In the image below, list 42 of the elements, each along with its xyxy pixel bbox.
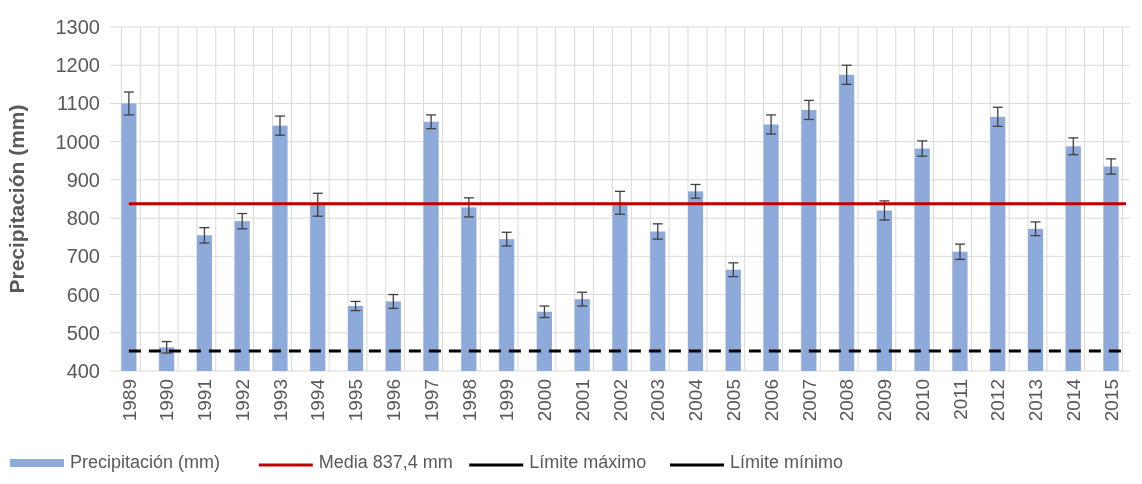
x-tick-label: 2014: [1062, 378, 1084, 422]
x-tick-label: 1993: [269, 379, 291, 422]
x-tick-label: 2000: [534, 379, 556, 422]
legend-entry: Límite máximo: [469, 452, 647, 472]
y-axis-title: Precipitación (mm): [5, 104, 28, 294]
y-tick-label: 1100: [56, 92, 100, 115]
x-tick-label: 2005: [722, 379, 744, 422]
y-tick-label: 600: [66, 283, 100, 306]
legend-label: Media 837,4 mm: [318, 452, 453, 472]
legend-label: Límite mínimo: [730, 452, 844, 472]
x-tick-label: 1994: [307, 378, 329, 422]
x-tick-label: 1996: [382, 379, 404, 422]
y-tick-label: 1200: [55, 54, 100, 77]
x-tick-label: 2006: [760, 379, 782, 422]
x-tick-label: 2011: [949, 379, 971, 420]
x-tick-label: 1992: [231, 379, 253, 422]
x-tick-label: 2013: [1025, 379, 1047, 422]
x-tick-label: 2001: [571, 379, 593, 422]
y-tick-label: 500: [66, 321, 100, 344]
x-tick-label: 1997: [420, 379, 442, 422]
x-tick-label: 1991: [194, 379, 216, 422]
y-tick-label: 1300: [55, 16, 100, 38]
x-tick-label: 2007: [798, 379, 820, 422]
x-tick-label: 1999: [496, 379, 518, 422]
x-tick-label: 1995: [345, 379, 367, 422]
x-tick-label: 1998: [458, 379, 480, 422]
x-tick-label: 2010: [911, 379, 933, 422]
x-tick-label: 2002: [609, 379, 631, 422]
x-tick-label: 2012: [987, 379, 1009, 422]
y-tick-label: 1000: [55, 130, 100, 153]
x-tick-label: 2009: [874, 379, 896, 422]
y-tick-label: 900: [66, 168, 100, 191]
x-tick-label: 2015: [1100, 379, 1122, 422]
y-tick-label: 700: [66, 245, 100, 268]
y-tick-label: 800: [66, 207, 100, 230]
x-tick-label: 2008: [836, 379, 858, 422]
x-tick-label: 1990: [156, 379, 178, 422]
legend-label: Precipitación (mm): [70, 452, 221, 472]
x-tick-label: 2003: [647, 379, 669, 422]
x-tick-label: 1989: [118, 379, 140, 422]
x-tick-label: 2004: [685, 378, 707, 422]
y-tick-label: 400: [66, 360, 100, 382]
